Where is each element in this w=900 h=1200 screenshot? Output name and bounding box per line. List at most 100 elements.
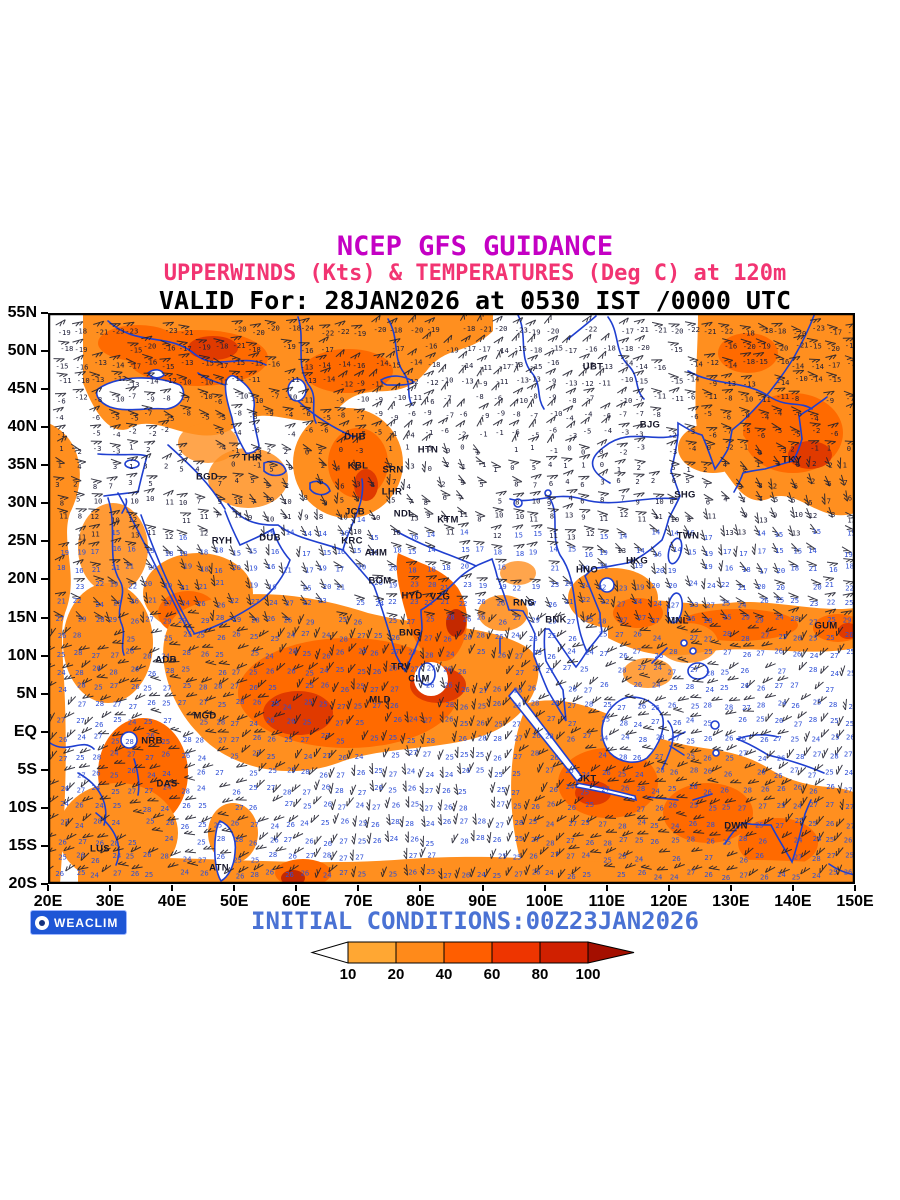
svg-text:27: 27	[584, 686, 593, 695]
svg-text:28: 28	[459, 804, 468, 813]
svg-text:25: 25	[303, 584, 312, 593]
svg-text:-7: -7	[144, 408, 153, 417]
svg-text:4: 4	[565, 477, 569, 486]
svg-text:27: 27	[76, 716, 85, 725]
svg-text:-15: -15	[755, 357, 768, 366]
svg-text:-10: -10	[200, 392, 213, 401]
svg-text:27: 27	[110, 681, 119, 690]
svg-text:0: 0	[600, 460, 604, 469]
svg-text:25: 25	[336, 665, 345, 674]
svg-text:27: 27	[511, 788, 520, 797]
svg-text:28: 28	[95, 699, 104, 708]
svg-text:26: 26	[267, 735, 276, 744]
svg-text:26: 26	[182, 751, 191, 760]
svg-text:28: 28	[93, 817, 102, 826]
svg-text:2: 2	[178, 448, 182, 457]
svg-text:6: 6	[706, 497, 710, 506]
svg-text:26: 26	[826, 819, 835, 828]
svg-text:26: 26	[760, 596, 769, 605]
svg-text:-16: -16	[776, 357, 789, 366]
svg-text:27: 27	[514, 733, 523, 742]
svg-text:3: 3	[600, 478, 604, 487]
svg-text:21: 21	[565, 597, 574, 606]
wind-speed-colorbar: 10 20 40 60 80 100	[310, 941, 640, 987]
svg-text:-8: -8	[791, 394, 800, 403]
svg-text:21: 21	[738, 583, 747, 592]
svg-text:-17: -17	[564, 346, 577, 355]
svg-text:26: 26	[76, 851, 85, 860]
svg-text:27: 27	[215, 768, 224, 777]
svg-text:25: 25	[493, 871, 502, 880]
svg-text:25: 25	[498, 852, 507, 861]
svg-text:27: 27	[231, 735, 240, 744]
svg-text:26: 26	[266, 715, 275, 724]
svg-text:18: 18	[179, 549, 188, 558]
svg-text:25: 25	[111, 737, 120, 746]
svg-text:-15: -15	[635, 377, 648, 386]
svg-text:-7: -7	[635, 394, 644, 403]
svg-text:11: 11	[708, 511, 717, 520]
svg-text:-19: -19	[427, 325, 440, 334]
svg-text:27: 27	[566, 852, 575, 861]
svg-text:-15: -15	[550, 344, 563, 353]
svg-text:24: 24	[777, 870, 786, 879]
svg-text:-9: -9	[548, 376, 557, 385]
svg-text:-6: -6	[602, 411, 611, 420]
svg-text:2: 2	[651, 476, 655, 485]
svg-text:16: 16	[113, 544, 122, 553]
svg-text:25: 25	[110, 771, 119, 780]
svg-text:-11: -11	[758, 395, 771, 404]
svg-text:-11: -11	[300, 395, 313, 404]
svg-text:27: 27	[358, 788, 367, 797]
svg-text:-18: -18	[529, 345, 542, 354]
svg-text:26: 26	[651, 703, 660, 712]
svg-text:-20: -20	[252, 328, 265, 337]
svg-text:25: 25	[497, 785, 506, 794]
svg-text:28: 28	[214, 682, 223, 691]
svg-text:25: 25	[303, 717, 312, 726]
svg-text:14: 14	[673, 545, 682, 554]
svg-text:24: 24	[110, 749, 119, 758]
svg-text:17: 17	[336, 565, 345, 574]
svg-text:28: 28	[531, 698, 540, 707]
svg-text:27: 27	[615, 630, 624, 639]
svg-text:-17: -17	[392, 344, 405, 353]
svg-text:27: 27	[373, 701, 382, 710]
svg-text:28: 28	[690, 766, 699, 775]
svg-text:-22: -22	[720, 327, 733, 336]
svg-text:14: 14	[427, 530, 436, 539]
svg-text:-17: -17	[321, 345, 334, 354]
svg-text:-11: -11	[215, 378, 228, 387]
svg-text:25: 25	[57, 650, 66, 659]
svg-text:-11: -11	[598, 379, 611, 388]
svg-text:15: 15	[232, 548, 241, 557]
svg-text:-13: -13	[528, 375, 541, 384]
svg-text:20: 20	[374, 578, 383, 587]
svg-text:27: 27	[651, 616, 660, 625]
svg-text:-1: -1	[739, 442, 748, 451]
svg-text:-14: -14	[777, 378, 790, 387]
svg-text:25: 25	[249, 768, 258, 777]
svg-text:27: 27	[830, 651, 839, 660]
svg-text:26: 26	[793, 633, 802, 642]
svg-text:25: 25	[829, 867, 838, 876]
svg-text:25: 25	[494, 770, 503, 779]
svg-text:-20: -20	[671, 327, 684, 336]
svg-text:-14: -14	[460, 361, 473, 370]
svg-text:27: 27	[336, 770, 345, 779]
svg-text:20: 20	[777, 566, 786, 575]
svg-text:26: 26	[826, 782, 835, 791]
svg-text:15: 15	[600, 532, 609, 541]
svg-text:25: 25	[691, 702, 700, 711]
svg-text:27: 27	[425, 804, 434, 813]
svg-text:-11: -11	[287, 375, 300, 384]
svg-text:2: 2	[356, 463, 360, 472]
svg-text:2: 2	[321, 461, 325, 470]
svg-text:-19: -19	[75, 345, 88, 354]
svg-text:24: 24	[269, 598, 278, 607]
svg-text:28: 28	[637, 784, 646, 793]
svg-text:25: 25	[162, 698, 171, 707]
svg-text:25: 25	[271, 699, 280, 708]
svg-text:27: 27	[460, 816, 469, 825]
svg-text:23: 23	[551, 580, 560, 589]
